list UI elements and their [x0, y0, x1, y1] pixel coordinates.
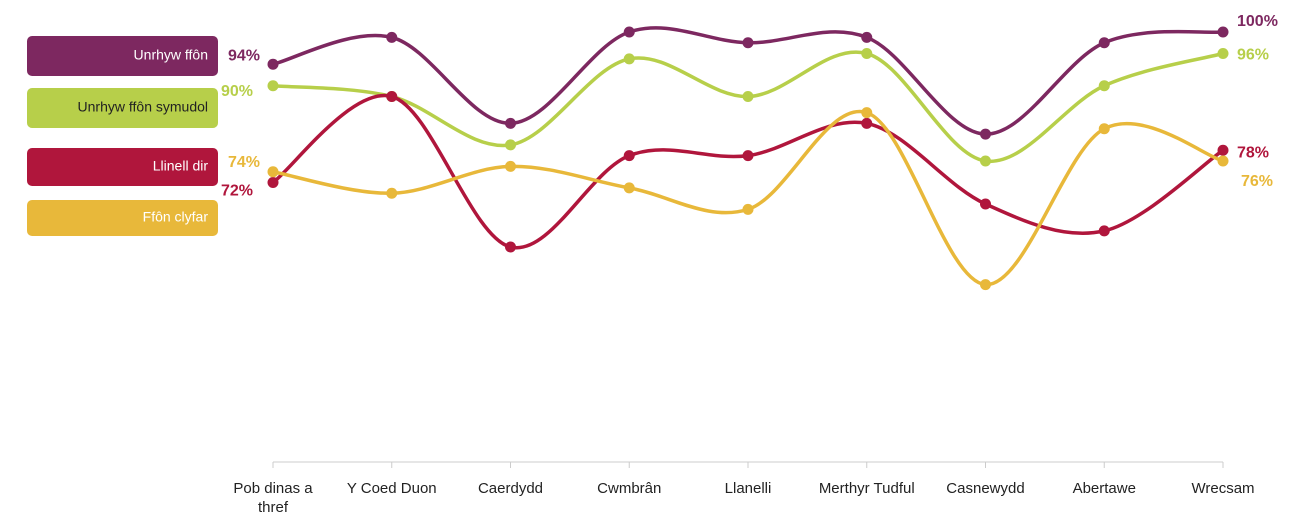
- x-tick-label: Cwmbrân: [597, 480, 662, 497]
- point: [267, 177, 279, 188]
- point: [505, 160, 516, 172]
- point: [861, 117, 873, 129]
- value-label: 96%: [1237, 47, 1269, 64]
- line: [272, 109, 1224, 287]
- point: [623, 26, 635, 38]
- point: [742, 203, 754, 215]
- value-label: 78%: [1237, 144, 1269, 161]
- x-tick-label: Llanelli: [724, 480, 772, 497]
- point: [386, 187, 398, 199]
- legend-label: Ffôn clyfar: [143, 209, 209, 225]
- point: [267, 58, 279, 70]
- point: [267, 166, 279, 178]
- legend-box: [27, 200, 218, 236]
- value-label: 94%: [228, 47, 260, 64]
- x-tick-label: Caerdydd: [477, 480, 544, 497]
- point: [742, 91, 754, 102]
- point: [1098, 123, 1110, 135]
- x-tick-label: Abertawe: [1072, 480, 1136, 497]
- point: [980, 128, 991, 140]
- value-label: 90%: [221, 83, 253, 100]
- legend-box: [27, 88, 218, 128]
- value-label: 76%: [1241, 173, 1273, 190]
- point: [1217, 26, 1229, 38]
- point: [1217, 48, 1229, 59]
- point: [1098, 80, 1110, 92]
- x-tick-label: Wrecsam: [1191, 480, 1255, 497]
- point: [1098, 225, 1110, 237]
- legend-box: [27, 36, 218, 76]
- point: [861, 48, 873, 59]
- point: [861, 107, 873, 119]
- legend-label: Unrhyw ffôn symudol: [78, 99, 208, 115]
- point: [623, 182, 635, 194]
- legend-label: Llinell dir: [153, 158, 209, 174]
- value-label: 74%: [228, 154, 260, 171]
- point: [742, 37, 754, 49]
- point: [980, 198, 991, 210]
- legend-box: [27, 148, 218, 186]
- value-label: 72%: [221, 183, 253, 200]
- point: [1217, 144, 1229, 156]
- point: [386, 91, 398, 102]
- point: [267, 80, 279, 92]
- point: [505, 241, 516, 253]
- point: [1217, 155, 1229, 167]
- point: [386, 31, 398, 43]
- legend-label: Unrhyw ffôn: [134, 47, 208, 63]
- x-tick-label: Casnewydd: [946, 480, 1025, 497]
- line: [272, 50, 1224, 163]
- point: [623, 150, 635, 162]
- point: [505, 117, 516, 129]
- x-tick-label: Pob dinas a thref: [233, 480, 313, 516]
- line: [271, 93, 1224, 250]
- point: [861, 31, 873, 43]
- x-tick-label: Merthyr Tudful: [818, 480, 915, 497]
- point: [505, 139, 516, 151]
- point: [623, 53, 635, 65]
- point: [980, 155, 991, 167]
- point: [742, 150, 754, 162]
- point: [980, 279, 991, 291]
- value-label: 100%: [1237, 13, 1278, 30]
- point: [1098, 37, 1110, 49]
- x-tick-label: Y Coed Duon: [346, 480, 437, 497]
